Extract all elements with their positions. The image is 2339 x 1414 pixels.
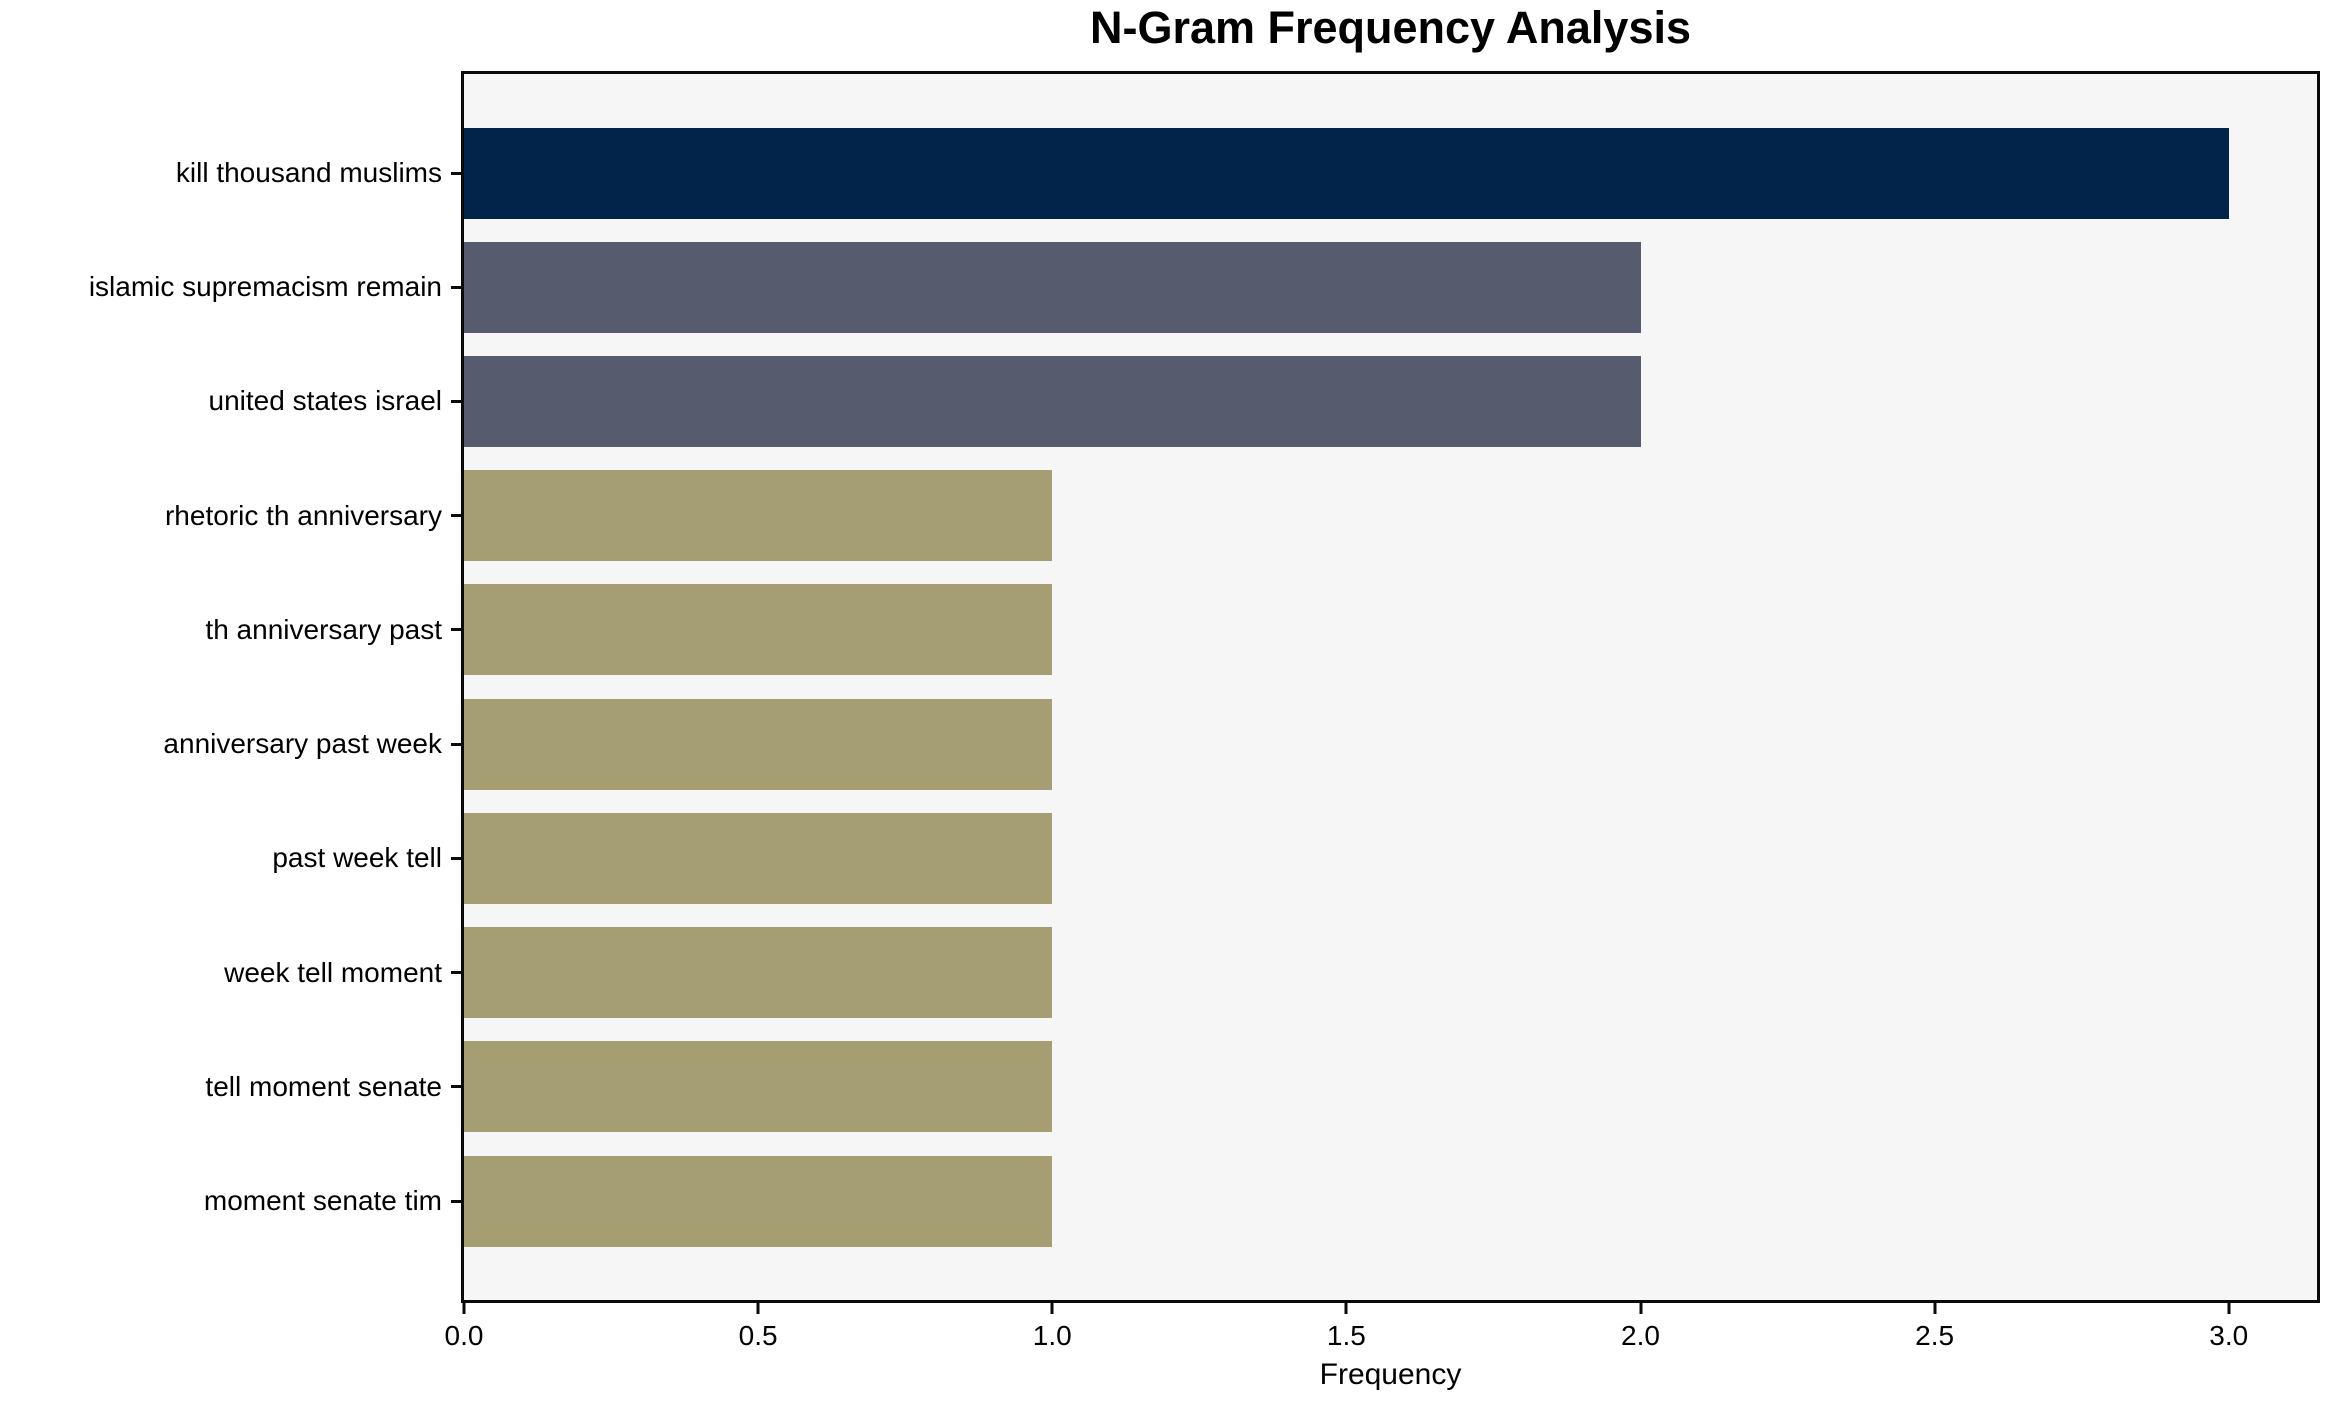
bar: [464, 1155, 1053, 1247]
x-axis-tick-label: 1.0: [1032, 1320, 1072, 1351]
y-axis-tick: [451, 514, 461, 518]
bar: [464, 698, 1053, 790]
x-axis-tick-label: 2.0: [1621, 1320, 1660, 1351]
x-axis-tick: [1050, 1303, 1054, 1314]
bar: [464, 927, 1053, 1019]
y-axis-tick: [451, 971, 461, 975]
x-axis-tick: [2227, 1303, 2231, 1314]
x-axis-tick-label: 2.5: [1915, 1320, 1955, 1351]
bar: [464, 241, 1641, 333]
y-axis-tick: [451, 399, 461, 403]
y-axis-category-label: week tell moment: [224, 956, 442, 988]
y-axis-category-label: united states israel: [208, 385, 442, 417]
x-axis-tick: [1639, 1303, 1642, 1314]
x-axis-tick-label: 3.0: [2209, 1320, 2249, 1351]
x-axis-tick-label: 0.0: [444, 1320, 484, 1351]
bar: [464, 812, 1053, 904]
y-axis-tick: [451, 856, 461, 860]
y-axis-category-label: islamic supremacism remain: [88, 271, 442, 303]
x-axis-tick-label: 0.5: [738, 1320, 778, 1351]
y-axis-tick: [451, 1085, 461, 1089]
y-axis-tick: [451, 285, 461, 289]
y-axis-category-label: moment senate tim: [203, 1185, 442, 1216]
y-axis-category-label: anniversary past week: [163, 728, 442, 760]
y-axis-category-label: tell moment senate: [205, 1070, 442, 1102]
bar: [464, 1041, 1053, 1133]
y-axis-tick: [451, 742, 461, 746]
x-axis-tick: [756, 1303, 760, 1314]
y-axis-category-label: th anniversary past: [205, 613, 442, 645]
bar: [464, 355, 1641, 447]
y-axis-tick: [451, 171, 461, 175]
x-axis-tick: [462, 1303, 466, 1314]
chart-title: N-Gram Frequency Analysis: [1089, 2, 1692, 53]
y-axis-category-label: past week tell: [272, 842, 442, 874]
y-axis-category-label: kill thousand muslims: [175, 157, 442, 188]
x-axis-tick: [1344, 1303, 1348, 1314]
bar: [464, 470, 1053, 562]
plot-area: kill thousand muslims islamic supremacism…: [89, 71, 2320, 1351]
bar: [464, 127, 2229, 219]
x-axis-label: Frequency: [1319, 1358, 1462, 1391]
y-axis-tick: [451, 1199, 461, 1203]
bar: [464, 584, 1053, 676]
y-axis-category-label: rhetoric th anniversary: [164, 499, 442, 531]
x-axis-tick-label: 1.5: [1326, 1320, 1366, 1351]
y-axis-tick: [451, 628, 461, 632]
x-axis-tick: [1933, 1303, 1937, 1314]
